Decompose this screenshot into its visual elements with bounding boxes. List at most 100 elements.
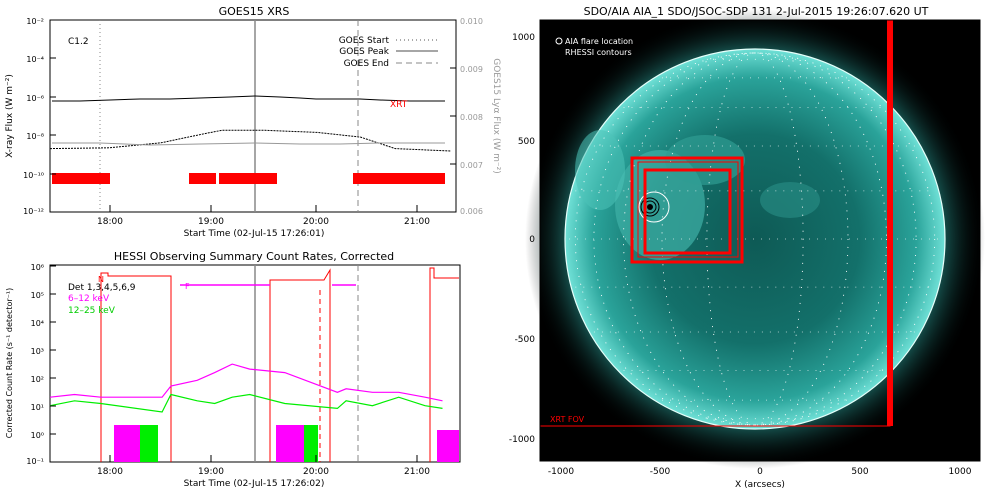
aia-legend: AIA flare location RHESSI contours [555,37,633,57]
legend-aia-flare: AIA flare location [565,37,633,46]
goes-panel: GOES15 XRS XRT C1.2 GOES Start GOES Peak… [5,5,501,239]
hessi-attenuator-block [276,425,304,462]
goes-legend: GOES Start GOES Peak GOES End [339,36,438,69]
aia-y-tick-label: 0 [529,235,535,245]
aia-x-tick-label: 1000 [949,467,972,477]
grid-longitude-line [593,52,917,426]
goes-y-tick-label: 10⁻¹⁰ [23,171,44,180]
hessi-y-ticks: 10⁶ 10⁵ 10⁴ 10³ 10² 10¹ 10⁰ 10⁻¹ [26,263,56,466]
legend-circle-icon [555,37,563,45]
hessi-panel: HESSI Observing Summary Count Rates, Cor… [5,250,461,489]
aia-panel: SDO/AIA AIA_1 SDO/JSOC-SDP 131 2-Jul-201… [509,5,985,490]
active-region [575,130,625,210]
heliographic-grid [569,52,941,426]
legend-detectors: Det 1,3,4,5,6,9 [68,283,136,293]
xrt-fov-box [643,168,732,255]
solar-disk [565,49,945,429]
goes-x-tick-label: 20:00 [303,217,329,227]
hessi-title: HESSI Observing Summary Count Rates, Cor… [114,250,394,263]
hessi-attenuator-block [114,425,140,462]
goes-y2-tick-label: 0.007 [460,161,483,170]
goes-short-channel-line [49,129,451,152]
goes-x-tick-label: 19:00 [198,217,224,227]
hessi-flag-label: F [185,282,190,291]
legend-6-12kev: 6–12 keV [68,294,110,304]
goes-y2-tick-label: 0.009 [460,65,483,74]
goes-y2-tick-label: 0.006 [460,207,483,216]
solar-limb [564,48,946,430]
legend-goes-start: GOES Start [339,36,390,46]
xrt-label: XRT [390,100,408,110]
hessi-x-label: Start Time (02-Jul-15 17:26:02) [184,479,325,489]
goes-y2-tick-label: 0.008 [460,113,483,122]
goes-x-tick-label: 21:00 [404,217,430,227]
hessi-flag-label: N [98,275,104,284]
hessi-y-tick-label: 10¹ [31,403,44,412]
rhessi-contour [640,197,660,217]
goes-y2-ticks: 0.010 0.009 0.008 0.007 0.006 [450,17,483,216]
legend-goes-end: GOES End [344,59,389,69]
xrt-fov-label: XRT FOV [550,415,585,424]
aia-x-tick-label: 0 [757,467,763,477]
goes-x-tick-label: 18:00 [97,217,123,227]
aia-y-tick-label: 500 [518,137,535,147]
hessi-series-line [49,393,443,413]
goes-y-tick-label: 10⁻² [26,17,44,26]
hessi-attenuator-block [304,425,318,462]
goes-y-tick-label: 10⁻¹² [23,207,44,216]
active-region [760,182,820,218]
grid-longitude-line [574,52,936,426]
aia-y-ticks: 1000 500 0 -500 -1000 [509,33,535,445]
hessi-night-flag [429,267,459,462]
hessi-y-tick-label: 10⁵ [31,291,44,300]
hessi-attenuator-block [140,425,158,462]
legend-rhessi-contours: RHESSI contours [565,48,632,57]
xrt-bar [52,173,110,184]
legend-goes-peak: GOES Peak [339,47,389,57]
hessi-series-layer [49,363,443,413]
aia-y-tick-label: -500 [515,335,536,345]
hessi-x-tick-label: 19:00 [198,467,224,477]
goes-y2-label: GOES15 Lyα Flux (W m⁻²) [491,58,501,174]
hessi-night-flag [269,268,331,462]
aia-plot-frame [539,19,981,462]
goes-title: GOES15 XRS [219,5,290,18]
xrt-fov-box [637,161,739,258]
hessi-y-tick-label: 10⁰ [31,431,44,440]
hessi-y-tick-label: 10⁶ [31,263,44,272]
hessi-y-label: Corrected Count Rate (s⁻¹ detector⁻¹) [5,288,14,439]
hessi-x-tick-label: 21:00 [404,467,430,477]
xrt-fov-edge [887,20,893,426]
xrt-bar [219,173,277,184]
rhessi-contour [647,204,653,210]
hessi-series-line [49,363,443,402]
xrt-bar [189,173,216,184]
aia-y-tick-label: -1000 [509,435,535,445]
hessi-x-tick-label: 18:00 [97,467,123,477]
active-region [665,135,745,185]
aia-x-tick-label: 500 [851,467,868,477]
goes-y-label: X-ray Flux (W m⁻²) [5,74,15,158]
aia-x-tick-label: -1000 [548,467,574,477]
goes-long-channel [52,95,445,102]
hessi-y-tick-label: 10⁻¹ [26,457,44,466]
hessi-y-tick-label: 10³ [31,347,44,356]
goes-x-label: Start Time (02-Jul-15 17:26:01) [184,229,325,239]
flare-class-label: C1.2 [68,37,89,47]
grid-longitude-line [623,52,887,426]
hessi-legend: Det 1,3,4,5,6,9 6–12 keV 12–25 keV [68,283,136,316]
legend-12-25kev: 12–25 keV [68,306,116,316]
goes-lya-channel [52,142,445,146]
aia-y-tick-label: 1000 [512,33,535,43]
xrt-bar [353,173,445,184]
hessi-x-ticks: 18:00 19:00 20:00 21:00 [97,455,430,477]
goes-y-tick-label: 10⁻⁸ [26,132,44,141]
goes-short-channel [49,129,451,152]
hessi-y-tick-label: 10⁴ [31,319,44,328]
xrt-fov-box [630,156,744,264]
aia-x-tick-label: -500 [650,467,671,477]
aia-x-ticks: -1000 -500 0 500 1000 [548,467,972,477]
goes-y2-tick-label: 0.010 [460,17,483,26]
flare-location-circle [638,191,670,223]
